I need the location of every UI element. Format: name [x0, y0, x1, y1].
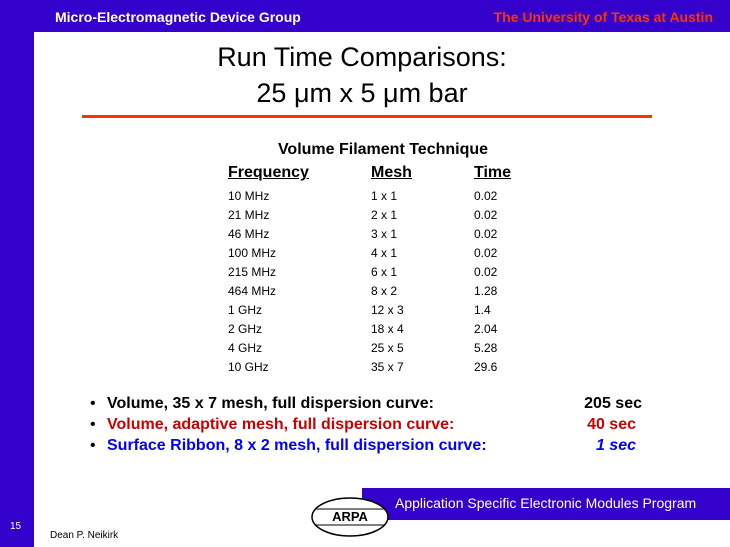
table-cell: 1 x 1 — [371, 189, 398, 203]
header-right: The University of Texas at Austin — [493, 9, 713, 25]
table-cell: 5.28 — [474, 341, 498, 355]
logo-text: ARPA — [332, 509, 368, 524]
bullet-text: Volume, 35 x 7 mesh, full dispersion cur… — [107, 395, 434, 412]
bullet-marker: • — [90, 437, 96, 454]
page-number: 15 — [10, 521, 22, 532]
table-cell: 0.02 — [474, 189, 498, 203]
table-cell: 2 x 1 — [371, 208, 398, 222]
table-cell: 2.04 — [474, 322, 498, 336]
table-cell: 6 x 1 — [371, 265, 398, 279]
table-caption: Volume Filament Technique — [277, 141, 489, 158]
table-cell: 35 x 7 — [371, 360, 404, 374]
table-cell: 4 GHz — [228, 341, 263, 355]
footer-area — [34, 488, 362, 547]
footer-area — [362, 520, 730, 547]
table-cell: 18 x 4 — [371, 322, 404, 336]
bullet-text: Surface Ribbon, 8 x 2 mesh, full dispers… — [107, 437, 487, 454]
author: Dean P. Neikirk — [50, 530, 119, 541]
bullet-marker: • — [90, 395, 96, 412]
table-cell: 3 x 1 — [371, 227, 398, 241]
table-cell: 2 GHz — [228, 322, 263, 336]
table-cell: 1.4 — [474, 303, 491, 317]
divider — [82, 115, 652, 118]
table-cell: 10 GHz — [228, 360, 269, 374]
table-cell: 46 MHz — [228, 227, 270, 241]
logo: ARPA — [311, 497, 389, 537]
table-cell: 0.02 — [474, 208, 498, 222]
table-cell: 12 x 3 — [371, 303, 404, 317]
title: 25 μm x 5 μm bar — [256, 78, 468, 108]
table-cell: 29.6 — [474, 360, 498, 374]
table-cell: 21 MHz — [228, 208, 270, 222]
table-cell: 0.02 — [474, 227, 498, 241]
column-header: Frequency — [228, 164, 309, 181]
table-cell: 0.02 — [474, 246, 498, 260]
table-cell: 8 x 2 — [371, 284, 398, 298]
column-header: Mesh — [371, 164, 412, 181]
program-name: Application Specific Electronic Modules … — [395, 495, 697, 511]
column-header: Time — [474, 164, 512, 181]
bullet-time: 1 sec — [595, 437, 636, 454]
table-cell: 1 GHz — [228, 303, 263, 317]
table-cell: 215 MHz — [228, 265, 277, 279]
bullet-marker: • — [90, 416, 96, 433]
table-cell: 0.02 — [474, 265, 498, 279]
table-cell: 464 MHz — [228, 284, 277, 298]
header-left: Micro-Electromagnetic Device Group — [55, 9, 301, 25]
bullet-text: Volume, adaptive mesh, full dispersion c… — [107, 416, 455, 433]
bullet-time: 205 sec — [584, 395, 642, 412]
table-cell: 25 x 5 — [371, 341, 404, 355]
bullet-time: 40 sec — [587, 416, 636, 433]
title: Run Time Comparisons: — [217, 42, 507, 72]
content-area — [34, 32, 730, 488]
table-cell: 1.28 — [474, 284, 498, 298]
table-cell: 10 MHz — [228, 189, 270, 203]
table-cell: 100 MHz — [228, 246, 277, 260]
table-cell: 4 x 1 — [371, 246, 398, 260]
